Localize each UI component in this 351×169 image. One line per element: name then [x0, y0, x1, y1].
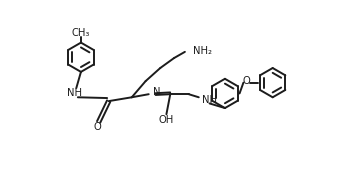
- Text: NH: NH: [202, 95, 217, 105]
- Text: O: O: [243, 76, 250, 86]
- Text: N: N: [153, 87, 160, 97]
- Text: O: O: [93, 122, 101, 132]
- Text: CH₃: CH₃: [72, 28, 90, 38]
- Text: NH: NH: [66, 88, 81, 98]
- Text: OH: OH: [159, 115, 174, 125]
- Text: NH₂: NH₂: [193, 46, 212, 56]
